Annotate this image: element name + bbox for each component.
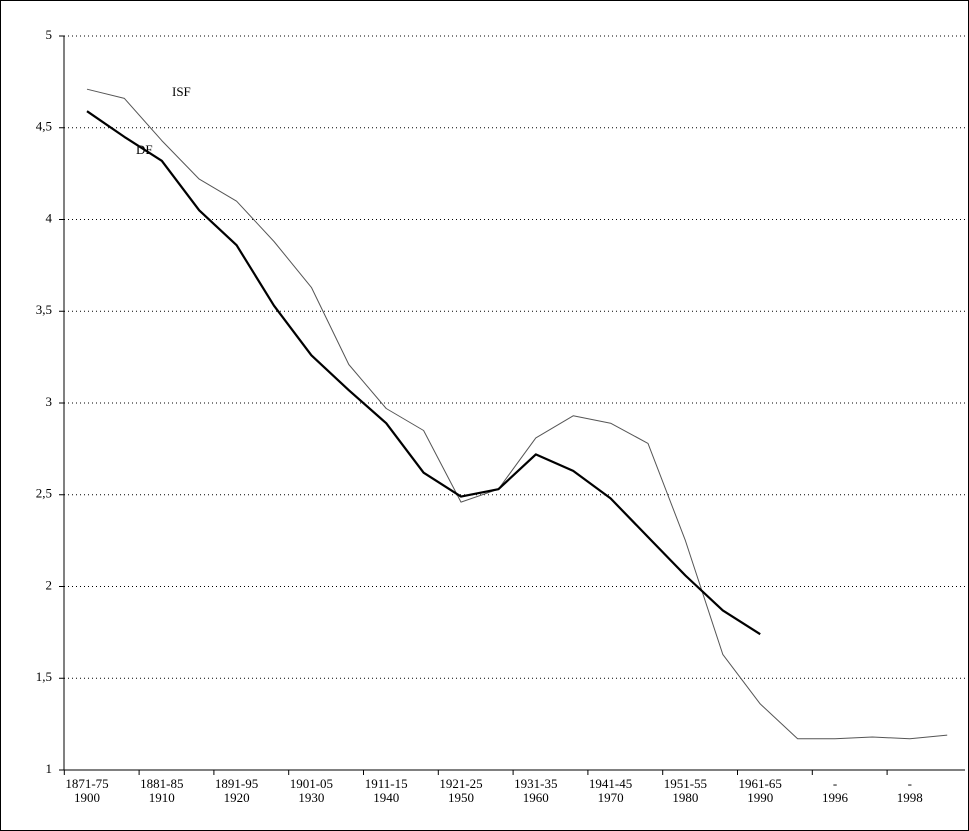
x-tick-label: 1920 [224, 790, 250, 805]
y-tick-label: 1,5 [36, 669, 52, 684]
line-series [86, 88, 948, 740]
line-series [86, 110, 761, 636]
x-tick-label: 1996 [822, 790, 849, 805]
x-tick-label: 1871-75 [65, 776, 108, 791]
x-tick-label: 1881-85 [140, 776, 183, 791]
y-tick-label: 5 [46, 27, 53, 42]
y-tick-label: 2 [46, 577, 53, 592]
x-tick-label: 1891-95 [215, 776, 258, 791]
y-tick-label: 2,5 [36, 486, 52, 501]
annotation: ISF [172, 84, 191, 99]
x-tick-label: 1931-35 [514, 776, 557, 791]
x-tick-label: 1998 [897, 790, 923, 805]
y-tick-label: 4,5 [36, 119, 52, 134]
x-tick-label: 1940 [373, 790, 399, 805]
x-tick-label: 1950 [448, 790, 474, 805]
x-tick-label: - [833, 776, 837, 791]
x-tick-label: 1980 [672, 790, 698, 805]
x-tick-label: 1941-45 [589, 776, 632, 791]
y-tick-label: 1 [46, 761, 53, 776]
y-tick-label: 3,5 [36, 302, 52, 317]
x-tick-label: 1930 [298, 790, 324, 805]
x-tick-label: 1901-05 [290, 776, 333, 791]
x-tick-label: 1911-15 [365, 776, 408, 791]
x-tick-label: 1921-25 [439, 776, 482, 791]
y-tick-label: 3 [46, 394, 53, 409]
x-tick-label: 1961-65 [739, 776, 782, 791]
x-tick-label: - [908, 776, 912, 791]
x-tick-label: 1970 [598, 790, 624, 805]
y-tick-label: 4 [46, 210, 53, 225]
x-tick-label: 1990 [747, 790, 773, 805]
x-tick-label: 1900 [74, 790, 100, 805]
x-tick-label: 1951-55 [664, 776, 707, 791]
x-tick-label: 1910 [149, 790, 175, 805]
x-tick-label: 1960 [523, 790, 549, 805]
